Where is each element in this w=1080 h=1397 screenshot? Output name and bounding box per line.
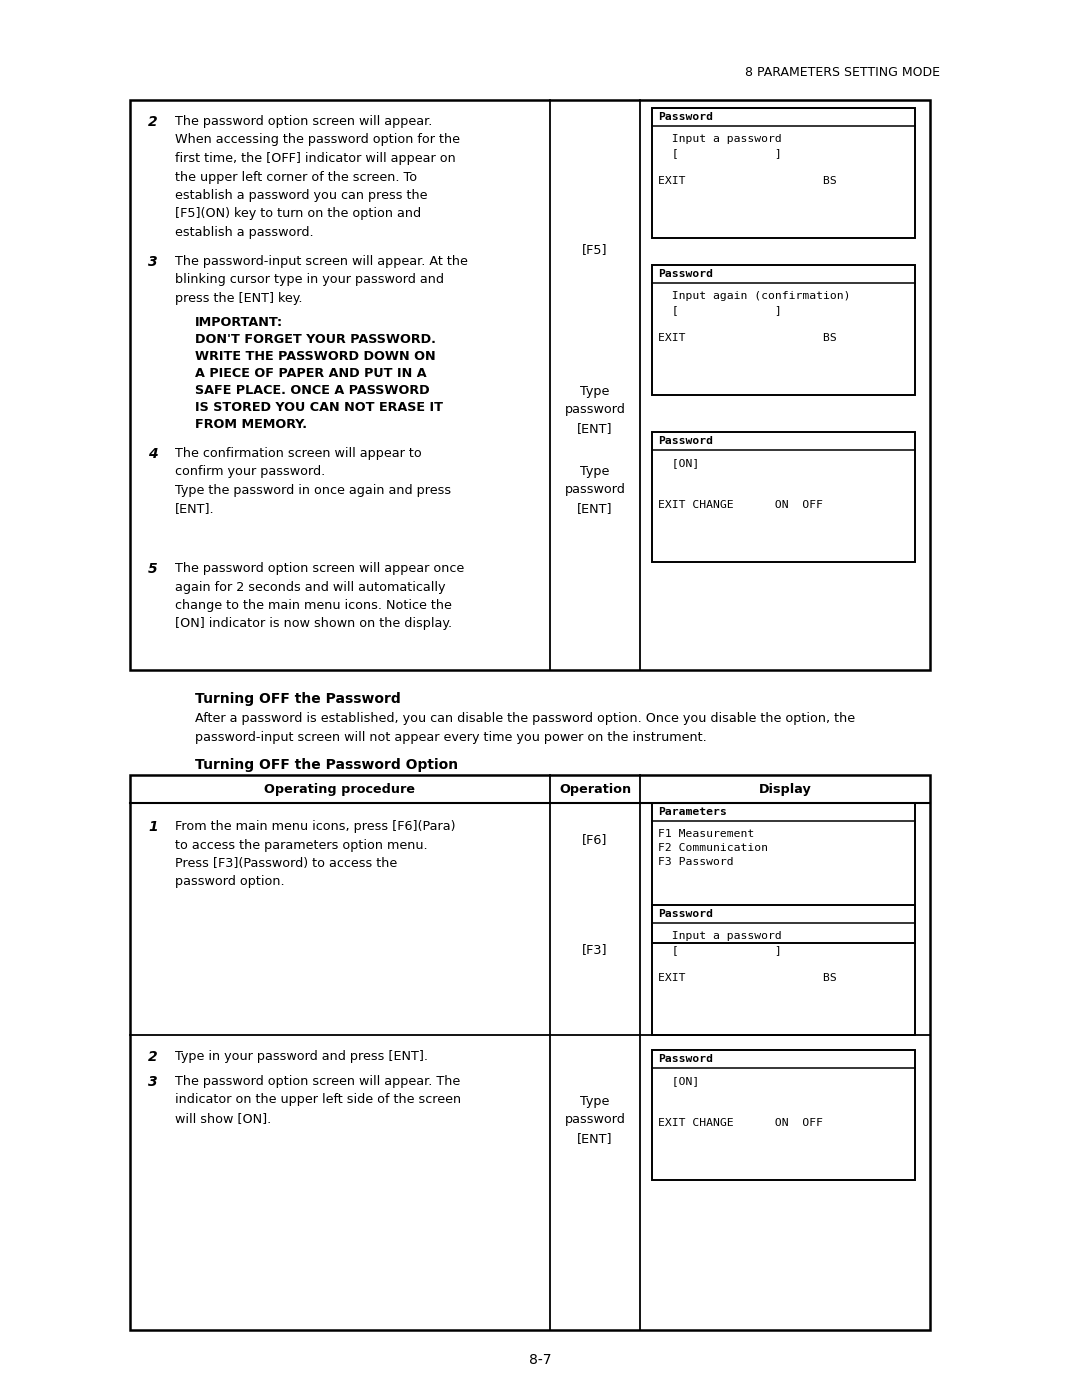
Text: EXIT                    BS: EXIT BS bbox=[658, 176, 837, 186]
Text: WRITE THE PASSWORD DOWN ON: WRITE THE PASSWORD DOWN ON bbox=[195, 351, 435, 363]
Bar bbox=[652, 803, 915, 943]
Text: 4: 4 bbox=[148, 447, 158, 461]
Text: 2: 2 bbox=[148, 1051, 158, 1065]
Text: Type
password
[ENT]: Type password [ENT] bbox=[565, 1095, 625, 1146]
Text: The password-input screen will appear. At the
blinking cursor type in your passw: The password-input screen will appear. A… bbox=[175, 256, 468, 305]
Text: The confirmation screen will appear to
confirm your password.
Type the password : The confirmation screen will appear to c… bbox=[175, 447, 451, 515]
Bar bbox=[130, 775, 930, 1330]
Text: Operation: Operation bbox=[559, 782, 631, 795]
Text: Password: Password bbox=[658, 112, 713, 122]
Bar bbox=[652, 265, 915, 395]
Text: EXIT                    BS: EXIT BS bbox=[658, 972, 837, 983]
Text: Password: Password bbox=[658, 270, 713, 279]
Bar bbox=[652, 108, 915, 237]
Text: FROM MEMORY.: FROM MEMORY. bbox=[195, 418, 307, 432]
Text: Turning OFF the Password: Turning OFF the Password bbox=[195, 692, 401, 705]
Text: Parameters: Parameters bbox=[658, 807, 727, 817]
Text: IMPORTANT:: IMPORTANT: bbox=[195, 316, 283, 330]
Text: The password option screen will appear once
again for 2 seconds and will automat: The password option screen will appear o… bbox=[175, 562, 464, 630]
Text: Turning OFF the Password Option: Turning OFF the Password Option bbox=[195, 759, 458, 773]
Text: F3 Password: F3 Password bbox=[658, 856, 733, 868]
Text: 1: 1 bbox=[148, 820, 158, 834]
Text: EXIT                    BS: EXIT BS bbox=[658, 332, 837, 344]
Text: Display: Display bbox=[758, 782, 811, 795]
Text: Input a password: Input a password bbox=[658, 134, 782, 144]
Text: 5: 5 bbox=[148, 562, 158, 576]
Text: SAFE PLACE. ONCE A PASSWORD: SAFE PLACE. ONCE A PASSWORD bbox=[195, 384, 430, 397]
Text: 3: 3 bbox=[148, 256, 158, 270]
Text: Type
password
[ENT]: Type password [ENT] bbox=[565, 386, 625, 434]
Text: From the main menu icons, press [F6](Para)
to access the parameters option menu.: From the main menu icons, press [F6](Par… bbox=[175, 820, 456, 888]
Text: Password: Password bbox=[658, 436, 713, 446]
Text: 3: 3 bbox=[148, 1076, 158, 1090]
Bar bbox=[130, 101, 930, 671]
Text: [ON]: [ON] bbox=[658, 458, 699, 468]
Text: EXIT CHANGE      ON  OFF: EXIT CHANGE ON OFF bbox=[658, 500, 823, 510]
Bar bbox=[652, 905, 915, 1035]
Bar bbox=[652, 1051, 915, 1180]
Bar bbox=[652, 432, 915, 562]
Text: The password option screen will appear. The
indicator on the upper left side of : The password option screen will appear. … bbox=[175, 1076, 461, 1125]
Text: Operating procedure: Operating procedure bbox=[265, 782, 416, 795]
Text: EXIT CHANGE      ON  OFF: EXIT CHANGE ON OFF bbox=[658, 1118, 823, 1127]
Text: 8-7: 8-7 bbox=[529, 1354, 551, 1368]
Text: The password option screen will appear.
When accessing the password option for t: The password option screen will appear. … bbox=[175, 115, 460, 239]
Text: F2 Communication: F2 Communication bbox=[658, 842, 768, 854]
Text: 8 PARAMETERS SETTING MODE: 8 PARAMETERS SETTING MODE bbox=[745, 67, 940, 80]
Text: Type
password
[ENT]: Type password [ENT] bbox=[565, 465, 625, 515]
Text: Input a password: Input a password bbox=[658, 930, 782, 942]
Text: IS STORED YOU CAN NOT ERASE IT: IS STORED YOU CAN NOT ERASE IT bbox=[195, 401, 443, 414]
Text: [F5]: [F5] bbox=[582, 243, 608, 257]
Text: Password: Password bbox=[658, 909, 713, 919]
Text: Input again (confirmation): Input again (confirmation) bbox=[658, 291, 851, 300]
Text: 2: 2 bbox=[148, 115, 158, 129]
Text: [F6]: [F6] bbox=[582, 834, 608, 847]
Text: After a password is established, you can disable the password option. Once you d: After a password is established, you can… bbox=[195, 712, 855, 743]
Text: [              ]: [ ] bbox=[658, 148, 782, 158]
Text: [              ]: [ ] bbox=[658, 944, 782, 956]
Text: A PIECE OF PAPER AND PUT IN A: A PIECE OF PAPER AND PUT IN A bbox=[195, 367, 427, 380]
Text: [F3]: [F3] bbox=[582, 943, 608, 957]
Text: DON'T FORGET YOUR PASSWORD.: DON'T FORGET YOUR PASSWORD. bbox=[195, 332, 436, 346]
Text: [ON]: [ON] bbox=[658, 1076, 699, 1085]
Text: F1 Measurement: F1 Measurement bbox=[658, 828, 754, 840]
Text: Type in your password and press [ENT].: Type in your password and press [ENT]. bbox=[175, 1051, 428, 1063]
Text: Password: Password bbox=[658, 1053, 713, 1065]
Text: [              ]: [ ] bbox=[658, 305, 782, 314]
